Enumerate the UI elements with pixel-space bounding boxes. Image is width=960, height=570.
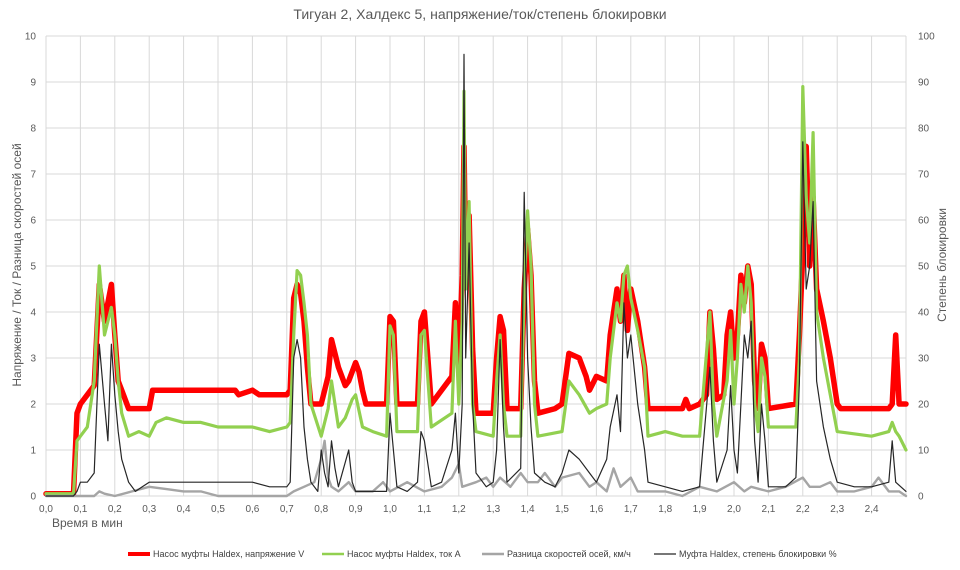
x-tick-label: 1,0 (383, 504, 397, 515)
y-right-tick-label: 30 (918, 354, 930, 365)
y-right-tick-label: 80 (918, 124, 930, 135)
x-tick-label: 2,1 (761, 504, 775, 515)
y-left-tick-label: 3 (30, 354, 36, 365)
x-tick-label: 1,6 (589, 504, 603, 515)
plot-area (43, 53, 909, 498)
x-tick-label: 2,3 (830, 504, 844, 515)
x-tick-label: 1,1 (417, 504, 431, 515)
x-tick-label: 0,4 (177, 504, 191, 515)
x-tick-label: 0,3 (142, 504, 156, 515)
x-tick-label: 1,5 (555, 504, 569, 515)
y-right-tick-label: 70 (918, 170, 930, 181)
y-right-tick-label: 40 (918, 308, 930, 319)
x-tick-label: 2,2 (796, 504, 810, 515)
y-left-tick-label: 7 (30, 170, 36, 181)
y-left-tick-label: 4 (30, 308, 36, 319)
y-left-tick-label: 5 (30, 262, 36, 273)
y-right-tick-label: 60 (918, 216, 930, 227)
x-tick-label: 2,0 (727, 504, 741, 515)
chart-title: Тигуан 2, Халдекс 5, напряжение/ток/степ… (293, 6, 666, 22)
x-tick-label: 0,9 (349, 504, 363, 515)
y-right-tick-label: 20 (918, 400, 930, 411)
y-right-tick-label: 90 (918, 78, 930, 89)
x-tick-label: 2,4 (865, 504, 879, 515)
x-tick-label: 1,3 (486, 504, 500, 515)
y-right-tick-label: 0 (918, 492, 924, 503)
x-tick-label: 1,7 (624, 504, 638, 515)
legend-item-label: Разница скоростей осей, км/ч (507, 549, 631, 559)
x-tick-label: 0,5 (211, 504, 225, 515)
series-line-3 (44, 439, 908, 498)
x-tick-label: 0,6 (245, 504, 259, 515)
x-tick-label: 1,8 (658, 504, 672, 515)
series-line-4 (45, 53, 907, 497)
x-tick-label: 0,0 (39, 504, 53, 515)
y-left-tick-label: 9 (30, 78, 36, 89)
x-axis: 0,0 0,1 0,2 0,3 0,4 0,5 0,6 0,7 0,8 0,9 1,0 1,1 1,2 1… (39, 504, 879, 515)
grid (45, 35, 907, 497)
series-line-2 (44, 85, 908, 496)
y-axis-left: 0 1 2 3 4 5 6 7 8 9 10 (25, 32, 37, 503)
x-tick-label: 0,8 (314, 504, 328, 515)
y-left-tick-label: 2 (30, 400, 36, 411)
y-right-tick-label: 50 (918, 262, 930, 273)
y-right-tick-label: 10 (918, 446, 930, 457)
y-left-tick-label: 1 (30, 446, 36, 457)
y-right-tick-label: 100 (918, 32, 935, 43)
y-axis-right: 0 10 20 30 40 50 60 70 80 90 100 (918, 32, 935, 503)
y-axis-left-label: Напряжение / Ток / Разница скоростей осе… (10, 143, 24, 386)
legend: Насос муфты Haldex, напряжение V Насос му… (128, 549, 837, 559)
x-tick-label: 0,2 (108, 504, 122, 515)
x-tick-label: 0,7 (280, 504, 294, 515)
y-left-tick-label: 8 (30, 124, 36, 135)
x-tick-label: 0,1 (73, 504, 87, 515)
y-axis-right-label: Степень блокировки (935, 208, 949, 322)
y-left-tick-label: 10 (25, 32, 37, 43)
y-left-tick-label: 6 (30, 216, 36, 227)
legend-item-label: Насос муфты Haldex, напряжение V (153, 549, 304, 559)
x-tick-label: 1,4 (521, 504, 535, 515)
y-left-tick-label: 0 (30, 492, 36, 503)
legend-item-label: Насос муфты Haldex, ток A (347, 549, 461, 559)
x-axis-label: Время в мин (52, 516, 123, 530)
x-tick-label: 1,2 (452, 504, 466, 515)
legend-item-label: Муфта Haldex, степень блокировки % (679, 549, 837, 559)
x-tick-label: 1,9 (693, 504, 707, 515)
